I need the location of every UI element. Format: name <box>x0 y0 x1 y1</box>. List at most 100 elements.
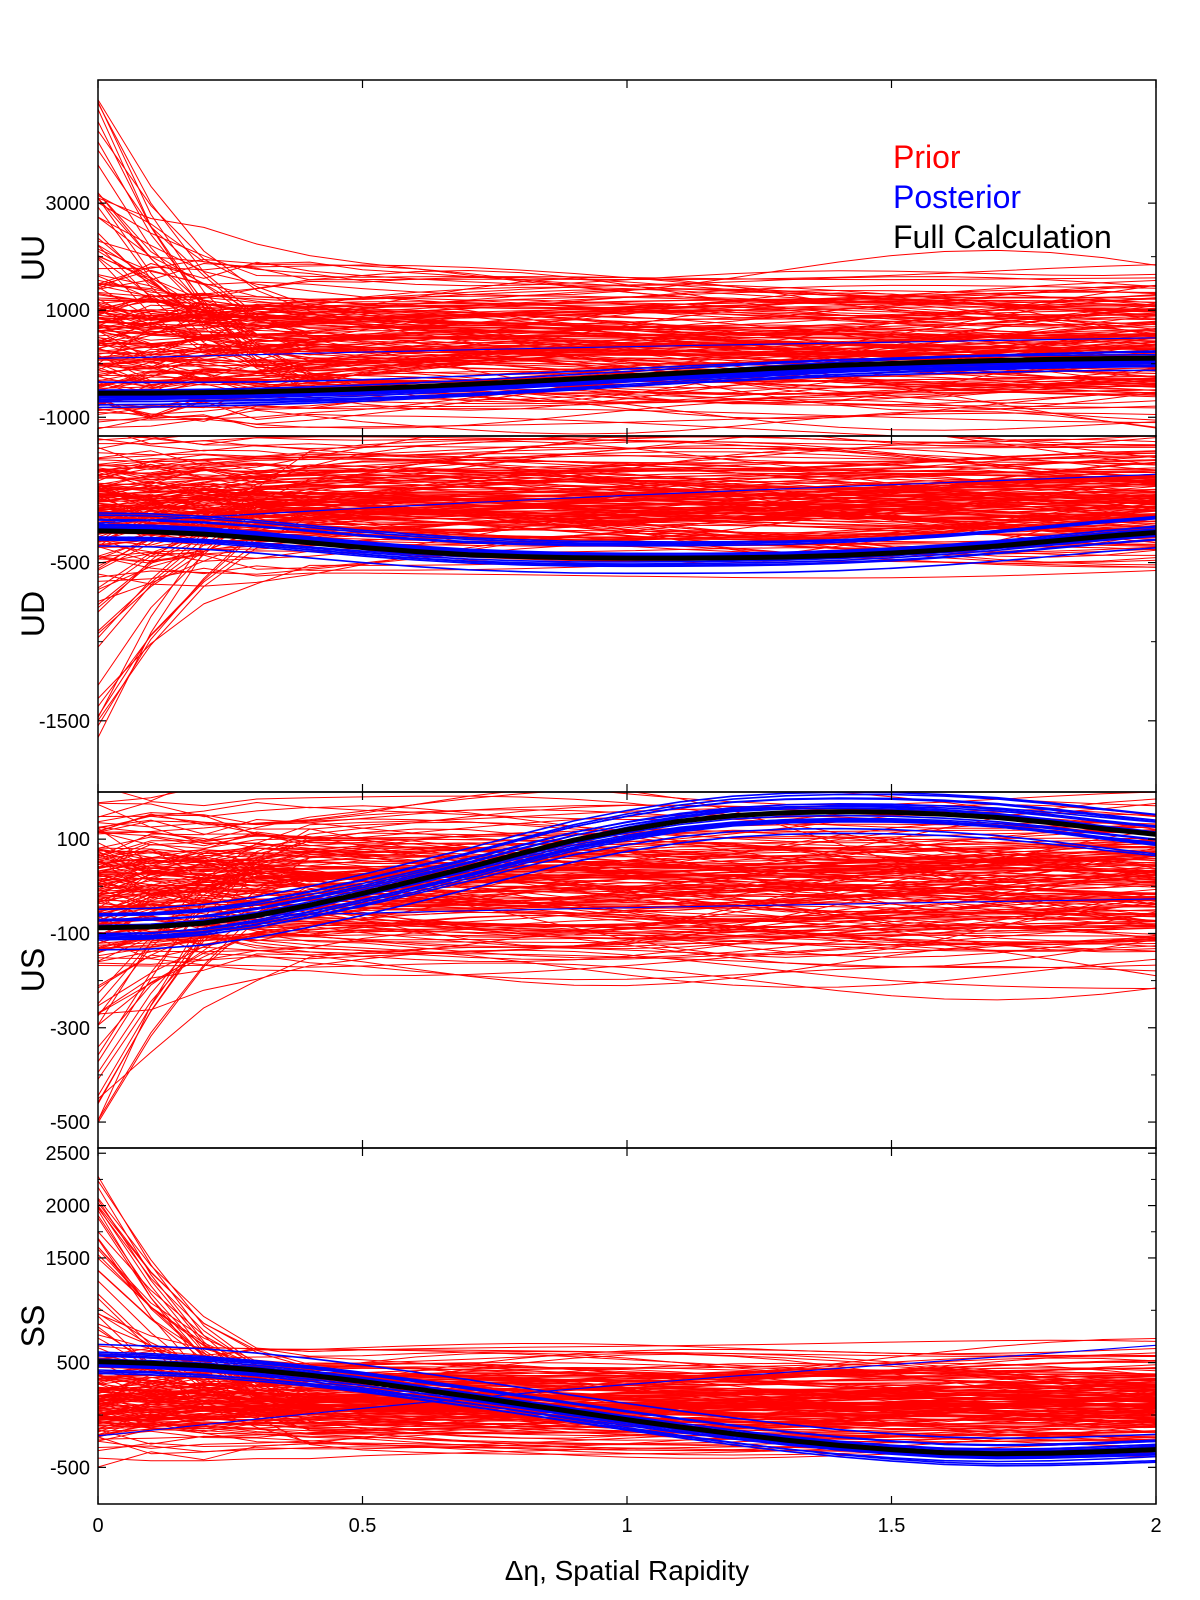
prior-trace-ss <box>98 1389 1156 1414</box>
prior-trace-ss <box>98 1396 1156 1443</box>
prior-trace-ss <box>98 1205 1156 1376</box>
prior-trace-uu <box>98 360 1156 388</box>
prior-trace-ud <box>98 501 1156 521</box>
prior-trace-uu <box>98 249 1156 296</box>
prior-trace-ud <box>98 438 1156 452</box>
prior-trace-ss <box>98 1206 1156 1402</box>
panel-ud-ylabel: UD <box>15 591 51 637</box>
prior-trace-uu <box>98 353 1156 394</box>
x-tick-label: 1.5 <box>878 1515 906 1537</box>
prior-trace-us <box>98 855 1156 1017</box>
prior-trace-us <box>98 845 1156 880</box>
posterior-trace-us <box>98 832 1156 951</box>
prior-trace-uu <box>98 279 1156 306</box>
full-calculation-line-ss <box>98 1359 1156 1457</box>
prior-trace-uu <box>98 345 1156 387</box>
prior-trace-ud <box>98 500 1156 563</box>
posterior-outlier-us <box>98 898 1156 920</box>
prior-trace-uu <box>98 108 1156 410</box>
prior-trace-ss <box>98 1209 1156 1455</box>
prior-trace-us <box>98 919 1156 1014</box>
prior-trace-uu <box>98 206 1156 375</box>
prior-trace-us <box>98 899 1156 962</box>
prior-trace-ss <box>98 1217 1156 1419</box>
panel-us: -500 -300 -100 100 US <box>15 791 1157 1149</box>
prior-trace-us <box>98 913 1156 950</box>
posterior-trace-us <box>98 807 1156 922</box>
prior-trace-us <box>98 936 1156 1100</box>
y-tick-label-uu: -1000 <box>39 407 90 429</box>
prior-trace-ud <box>98 455 1156 465</box>
posterior-trace-ss <box>98 1343 1156 1439</box>
prior-trace-us <box>98 803 1156 891</box>
prior-trace-uu <box>98 282 1156 335</box>
prior-trace-uu <box>98 292 1156 337</box>
prior-trace-ss <box>98 1312 1156 1412</box>
panel-ss-ylabel: SS <box>15 1305 51 1348</box>
prior-trace-ss <box>98 1349 1156 1400</box>
prior-trace-us <box>98 856 1156 879</box>
prior-trace-ss <box>98 1343 1156 1356</box>
prior-trace-us <box>98 892 1156 953</box>
prior-trace-us <box>98 915 1156 950</box>
legend-full-calculation: Full Calculation <box>893 219 1112 255</box>
y-tick-label-ss: 2000 <box>46 1196 91 1218</box>
prior-trace-ud <box>98 461 1156 481</box>
prior-trace-us <box>98 839 1156 890</box>
prior-trace-uu <box>98 378 1156 407</box>
y-tick-label-ud: -1500 <box>39 711 90 733</box>
y-tick-label-uu: 1000 <box>46 300 91 322</box>
posterior-outlier-uu <box>98 337 1156 359</box>
y-tick-label-us: 100 <box>57 829 90 851</box>
prior-trace-us <box>98 809 1156 833</box>
posterior-trace-us <box>98 792 1156 911</box>
prior-trace-us <box>98 906 1156 940</box>
prior-trace-ud <box>98 567 1156 582</box>
posterior-trace-us <box>98 827 1156 940</box>
prior-trace-ss <box>98 1404 1156 1417</box>
posterior-outlier-ud <box>98 473 1156 524</box>
prior-trace-us <box>98 936 1156 988</box>
posterior-trace-us <box>98 793 1156 917</box>
y-tick-label-us: -100 <box>50 923 90 945</box>
prior-trace-ud <box>98 511 1156 529</box>
prior-trace-uu <box>98 288 1156 324</box>
x-tick-label: 1 <box>621 1515 632 1537</box>
prior-trace-uu <box>98 275 1156 336</box>
prior-trace-us <box>98 869 1156 891</box>
posterior-trace-ss <box>98 1365 1156 1465</box>
y-tick-label-ss: -500 <box>50 1457 90 1479</box>
prior-trace-us <box>98 795 1156 872</box>
prior-trace-ud <box>124 436 1156 445</box>
prior-trace-uu <box>98 284 1156 313</box>
prior-trace-uu <box>98 337 1156 357</box>
prior-trace-uu <box>98 353 1156 383</box>
posterior-trace-ud <box>98 537 1156 566</box>
prior-trace-us <box>98 872 1156 896</box>
legend: Prior Posterior Full Calculation <box>893 139 1112 255</box>
posterior-trace-ud <box>98 517 1156 547</box>
prior-trace-uu <box>98 333 1156 375</box>
posterior-trace-ss <box>98 1372 1156 1463</box>
y-tick-label-us: -500 <box>50 1112 90 1134</box>
prior-trace-uu <box>98 274 1156 317</box>
prior-trace-ud <box>98 436 1156 476</box>
panel-ud: -1500 -500 UD <box>15 435 1157 793</box>
x-tick-label: 0 <box>92 1515 103 1537</box>
prior-trace-ud <box>98 496 1156 531</box>
full-calculation-line-ud <box>98 528 1156 561</box>
prior-trace-us <box>98 948 1156 969</box>
posterior-outlier-ss <box>98 1344 1156 1437</box>
prior-trace-ud <box>98 485 1156 515</box>
prior-trace-us <box>98 881 1156 923</box>
panel-ss: -500 500 1500 2000 2500 SS <box>15 1143 1157 1505</box>
posterior-trace-ud <box>98 545 1156 575</box>
panel-uu: -1000 1000 3000 UU <box>15 79 1157 437</box>
prior-trace-ud <box>98 478 1156 520</box>
prior-trace-us <box>98 939 1156 987</box>
prior-trace-us <box>98 867 1156 929</box>
prior-trace-ud <box>98 493 1156 504</box>
prior-trace-ud <box>98 458 1156 490</box>
prior-trace-ud <box>98 452 1156 472</box>
